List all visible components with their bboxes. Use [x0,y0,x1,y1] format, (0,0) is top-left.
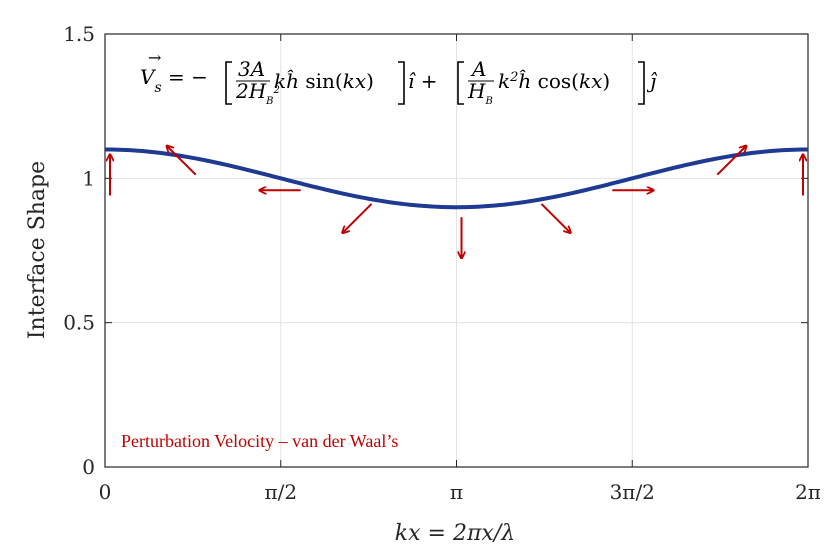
velocity-arrow [540,203,570,232]
velocity-arrow [716,147,745,176]
velocity-arrows [110,147,803,258]
x-tick-label: 0 [99,480,112,504]
grid-lines [104,33,809,468]
y-tick-label: 0 [82,455,95,479]
svg-text:k2ĥ cos(kx): k2ĥ cos(kx) [498,69,610,93]
x-tick-label: 2π [795,480,821,504]
x-axis-label: kx = 2πx/λ [395,521,515,546]
svg-text:HB: HB [467,79,493,107]
svg-text:→: → [148,48,161,67]
svg-text:3A: 3A [238,57,265,81]
x-tick-label: π [450,480,463,504]
y-tick-label: 1.5 [63,22,95,46]
svg-text:î +: î + [408,69,438,93]
formula-lhs: Vs = − [140,65,208,96]
svg-text:ĵ: ĵ [646,69,658,93]
velocity-formula: Vs = − → 3A 2HB2 kĥ sin(kx) î + A HB k2ĥ… [140,48,658,107]
svg-text:A: A [470,57,486,81]
annotation-perturbation-velocity: Perturbation Velocity – van der Waal’s [121,431,398,451]
x-tick-label: 3π/2 [610,480,655,504]
interface-curve [104,147,809,210]
x-tick-label: π/2 [264,480,297,504]
y-tick-label: 0.5 [63,311,95,335]
tick-labels: 0 π/2 π 3π/2 2π 0 0.5 1 1.5 [63,22,821,504]
svg-text:kĥ sin(kx): kĥ sin(kx) [274,69,374,93]
velocity-arrow [343,203,373,232]
y-tick-label: 1 [82,166,95,190]
y-axis-label: Interface Shape [25,161,50,339]
velocity-arrow [167,147,197,176]
